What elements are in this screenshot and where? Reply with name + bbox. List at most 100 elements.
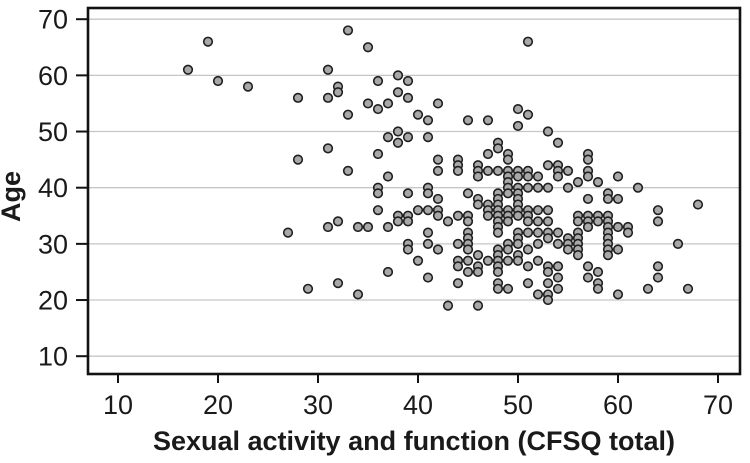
data-point [402, 188, 414, 199]
data-point [352, 221, 364, 233]
data-point [502, 244, 514, 255]
data-point [432, 193, 444, 205]
data-point [462, 244, 474, 255]
data-point [592, 283, 604, 294]
data-point [482, 115, 494, 126]
x-tick-label-50: 50 [503, 390, 533, 420]
y-tick-label-10: 10 [38, 342, 68, 372]
data-point [392, 137, 404, 148]
data-point [402, 132, 414, 143]
data-point [402, 75, 414, 87]
data-point [512, 171, 524, 182]
data-point [362, 98, 374, 109]
x-tick-label-40: 40 [403, 390, 433, 420]
x-axis-title: Sexual activity and function (CFSQ total… [152, 426, 676, 456]
x-tick-label-30: 30 [303, 390, 333, 420]
data-point [582, 193, 594, 205]
data-point [582, 261, 594, 272]
data-point [552, 261, 564, 272]
data-point [482, 255, 494, 266]
data-point [552, 238, 564, 249]
data-point [532, 227, 544, 238]
data-point [652, 216, 664, 227]
data-point [542, 126, 554, 137]
data-point [462, 266, 474, 278]
data-point [302, 283, 314, 294]
data-point [532, 205, 544, 216]
data-point [182, 64, 194, 75]
data-point [452, 261, 464, 272]
data-point [472, 199, 484, 210]
data-point [342, 109, 354, 120]
x-tick-label-10: 10 [103, 390, 133, 420]
data-point [452, 165, 464, 176]
data-point [472, 250, 484, 261]
y-tick-label-20: 20 [38, 286, 68, 316]
data-point [602, 250, 614, 261]
data-point [352, 289, 364, 300]
data-point [432, 98, 444, 109]
data-point [512, 238, 524, 249]
data-point [402, 244, 414, 255]
data-point [422, 115, 434, 126]
data-point [432, 165, 444, 176]
data-point [642, 283, 654, 294]
data-point [542, 182, 554, 193]
data-point [472, 266, 484, 278]
data-point [542, 266, 554, 278]
data-point [422, 188, 434, 199]
data-point [392, 87, 404, 98]
data-point [342, 25, 354, 36]
data-point [522, 36, 534, 47]
data-point [512, 210, 524, 221]
data-point [332, 278, 344, 289]
data-point [542, 233, 554, 244]
data-point [332, 216, 344, 227]
data-point [562, 244, 574, 255]
x-tick-label-70: 70 [703, 390, 733, 420]
data-point [392, 70, 404, 81]
data-point [472, 171, 484, 182]
data-point [472, 300, 484, 311]
data-point [522, 216, 534, 227]
data-point [322, 92, 334, 103]
data-point [612, 193, 624, 205]
data-point [522, 244, 534, 255]
data-point [672, 238, 684, 249]
data-point [422, 205, 434, 216]
data-point [402, 216, 414, 227]
data-point [492, 283, 504, 294]
y-tick-label-70: 70 [38, 5, 68, 35]
data-point [682, 283, 694, 294]
data-point [212, 75, 224, 87]
data-point [522, 171, 534, 182]
data-point [402, 92, 414, 103]
data-point [382, 98, 394, 109]
data-point [292, 92, 304, 103]
data-point [292, 154, 304, 165]
data-point [412, 109, 424, 120]
data-point [592, 266, 604, 278]
data-point [542, 216, 554, 227]
data-point [632, 182, 644, 193]
data-point [532, 289, 544, 300]
data-point [372, 103, 384, 115]
data-point [572, 250, 584, 261]
data-point [462, 188, 474, 199]
data-point [652, 261, 664, 272]
data-point [522, 227, 534, 238]
data-point [502, 216, 514, 227]
data-point [372, 75, 384, 87]
data-point [492, 266, 504, 278]
data-point [202, 36, 214, 47]
data-point [282, 227, 294, 238]
data-point [372, 205, 384, 216]
data-point [652, 205, 664, 216]
data-point [322, 221, 334, 233]
data-point [522, 109, 534, 120]
data-point [452, 278, 464, 289]
data-point [502, 283, 514, 294]
data-point [432, 210, 444, 221]
